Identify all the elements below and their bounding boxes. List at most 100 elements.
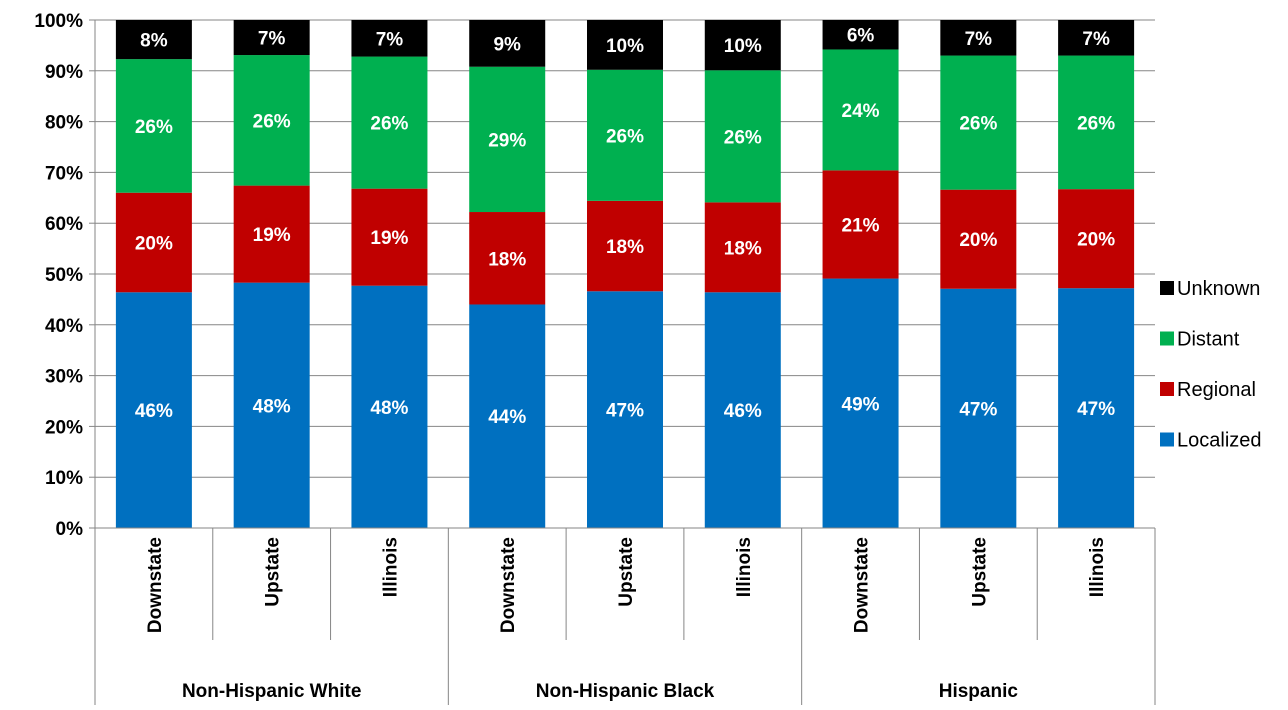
- data-label: 26%: [959, 114, 997, 135]
- legend-label: Regional: [1177, 379, 1256, 401]
- bar-segment-localized: [822, 278, 899, 528]
- data-label: 47%: [1077, 399, 1115, 420]
- data-label: 10%: [724, 36, 762, 57]
- bar-segment-regional: [940, 189, 1017, 289]
- x-category-label: Upstate: [969, 537, 990, 607]
- legend-label: Distant: [1177, 329, 1240, 351]
- legend-swatch-localized: [1160, 432, 1174, 447]
- data-label: 26%: [253, 111, 291, 132]
- data-label: 26%: [370, 114, 408, 135]
- data-label: 9%: [493, 34, 521, 55]
- bar-segment-distant: [351, 56, 428, 189]
- y-tick-label: 50%: [45, 265, 83, 286]
- data-label: 7%: [376, 29, 404, 50]
- data-label: 26%: [724, 127, 762, 148]
- legend-label: Unknown: [1177, 278, 1260, 300]
- bar-segment-localized: [115, 292, 192, 528]
- y-tick-label: 30%: [45, 367, 83, 388]
- x-group-label: Hispanic: [939, 681, 1019, 702]
- x-category-label: Downstate: [852, 537, 873, 633]
- data-label: 44%: [488, 407, 526, 428]
- data-label: 29%: [488, 130, 526, 151]
- bar-segment-unknown: [587, 20, 663, 70]
- bar-segment-localized: [351, 285, 428, 528]
- data-label: 20%: [135, 234, 173, 255]
- data-label: 18%: [606, 237, 644, 258]
- bar-segment-distant: [233, 55, 310, 186]
- data-label: 7%: [1082, 29, 1110, 50]
- x-group-label: Non-Hispanic White: [182, 681, 361, 702]
- data-label: 21%: [842, 215, 880, 236]
- bar-segment-regional: [704, 202, 781, 293]
- x-category-label: Downstate: [498, 537, 519, 633]
- data-label: 6%: [847, 26, 875, 47]
- data-label: 18%: [488, 249, 526, 270]
- bar-segment-regional: [469, 212, 546, 305]
- y-tick-label: 90%: [45, 62, 83, 83]
- data-label: 20%: [1077, 230, 1115, 251]
- data-label: 19%: [370, 228, 408, 249]
- bar-segment-unknown: [233, 20, 310, 56]
- bar-segment-localized: [1058, 288, 1135, 528]
- x-group-label: Non-Hispanic Black: [536, 681, 715, 702]
- legend-swatch-regional: [1160, 382, 1174, 396]
- data-label: 7%: [965, 29, 993, 50]
- bar-segment-regional: [233, 185, 310, 283]
- data-label: 20%: [959, 230, 997, 251]
- y-tick-label: 100%: [34, 11, 83, 32]
- data-label: 10%: [606, 36, 644, 57]
- data-label: 49%: [842, 394, 880, 415]
- data-label: 19%: [253, 225, 291, 246]
- bar-segment-localized: [233, 282, 310, 528]
- y-tick-label: 0%: [56, 519, 84, 540]
- data-label: 26%: [606, 126, 644, 147]
- y-tick-label: 40%: [45, 316, 83, 337]
- bar-segment-localized: [469, 304, 546, 528]
- y-tick-label: 10%: [45, 468, 83, 489]
- data-label: 48%: [253, 396, 291, 417]
- y-tick-label: 20%: [45, 417, 83, 438]
- bar-segment-regional: [822, 170, 899, 279]
- data-label: 47%: [606, 401, 644, 422]
- bar-segment-localized: [704, 292, 781, 528]
- data-label: 24%: [842, 101, 880, 122]
- bar-segment-unknown: [1058, 20, 1135, 56]
- data-label: 26%: [1077, 113, 1115, 134]
- y-tick-label: 80%: [45, 113, 83, 134]
- x-category-label: Downstate: [145, 537, 166, 633]
- bar-segment-regional: [115, 192, 192, 293]
- bar-segment-regional: [587, 200, 663, 292]
- bar-segment-localized: [587, 291, 663, 528]
- data-label: 26%: [135, 117, 173, 138]
- data-label: 46%: [724, 401, 762, 422]
- bar-segment-unknown: [940, 20, 1017, 56]
- bar-segment-unknown: [469, 20, 546, 67]
- bar-segment-distant: [115, 59, 192, 193]
- bar-segment-localized: [940, 288, 1017, 528]
- bar-segment-distant: [1058, 55, 1135, 190]
- bar-segment-distant: [940, 55, 1017, 190]
- bar-segment-unknown: [704, 20, 781, 71]
- y-tick-label: 70%: [45, 163, 83, 184]
- data-label: 47%: [959, 399, 997, 420]
- legend-swatch-unknown: [1160, 281, 1174, 295]
- x-category-label: Illinois: [734, 537, 755, 597]
- x-category-label: Illinois: [380, 537, 401, 597]
- bar-segment-unknown: [115, 20, 192, 60]
- x-category-label: Illinois: [1087, 537, 1108, 597]
- data-label: 48%: [370, 398, 408, 419]
- bar-segment-distant: [704, 70, 781, 203]
- data-label: 46%: [135, 401, 173, 422]
- bar-segment-distant: [469, 66, 546, 213]
- bar-segment-unknown: [351, 20, 428, 57]
- legend-swatch-distant: [1160, 331, 1174, 346]
- bar-segment-unknown: [822, 20, 899, 50]
- data-label: 8%: [140, 31, 168, 52]
- bar-segment-regional: [1058, 189, 1135, 289]
- bar-segment-regional: [351, 188, 428, 286]
- x-category-label: Upstate: [616, 537, 637, 607]
- y-tick-label: 60%: [45, 214, 83, 235]
- x-category-label: Upstate: [263, 537, 284, 607]
